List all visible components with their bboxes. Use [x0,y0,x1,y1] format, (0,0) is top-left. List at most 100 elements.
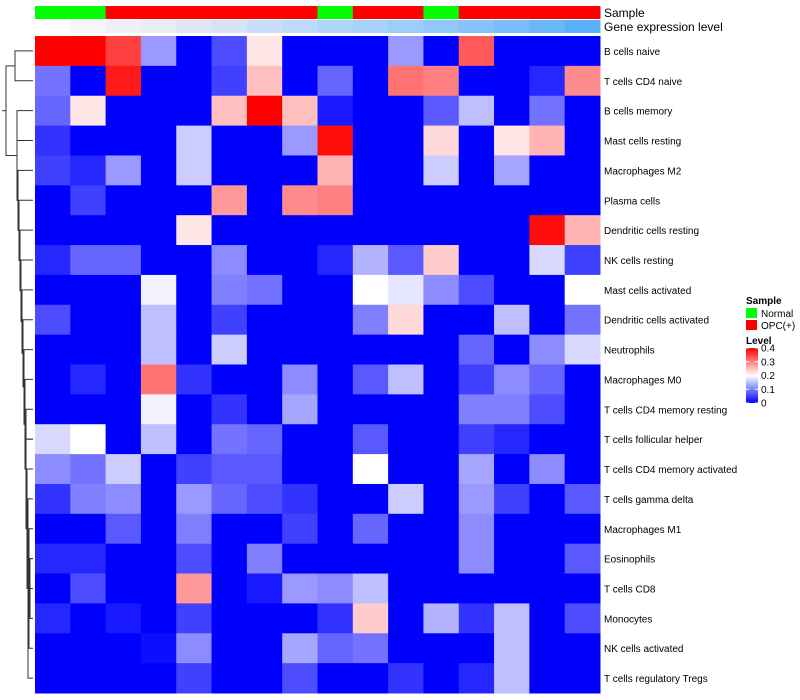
heatmap-cell [564,424,601,455]
heatmap-cell [176,603,213,634]
heatmap-cell [140,304,177,336]
heatmap-cell [246,454,283,485]
level-legend-tick-label: 0.1 [761,385,775,396]
heatmap-cell [317,274,354,306]
heatmap-cell [70,543,107,575]
row-label: T cells CD4 naive [604,77,683,88]
heatmap-cell [423,663,460,694]
heatmap-cell [352,125,389,156]
heatmap-cell [282,65,318,97]
sample-annotation-track [35,6,601,19]
heatmap-cell [564,274,601,306]
heatmap-cell [176,633,213,664]
heatmap-cell [35,543,71,575]
heatmap-cell [317,65,354,97]
heatmap-cell [70,245,107,276]
level-legend: Level 0.4 0.3 0.2 0.1 0 [746,336,775,410]
heatmap-cell [282,573,318,604]
heatmap-cell [494,543,530,575]
heatmap-cell [70,65,107,97]
dendrogram-branch [20,259,33,323]
sample-annotation-cell [388,6,424,19]
sample-annotation-cell [282,6,318,19]
row-label: Mast cells activated [604,286,691,297]
heatmap-cell [388,125,424,156]
heatmap-cell [140,663,177,694]
heatmap-cell [388,304,424,336]
heatmap-cell [176,364,213,395]
heatmap-cell [140,36,177,67]
heatmap-cell [317,334,354,365]
heatmap-cell [388,663,424,694]
heatmap-cell [529,274,566,306]
sample-annotation-cell [423,6,460,19]
heatmap-cell [70,274,107,306]
heatmap-cell [211,603,248,634]
heatmap-cell [529,304,566,336]
expression-annotation-cell [529,20,566,33]
heatmap-cell [494,215,530,246]
heatmap-cell [246,394,283,425]
heatmap-cell [140,125,177,156]
heatmap-cell [246,215,283,246]
heatmap-cell [529,633,566,664]
heatmap-cell [494,274,530,306]
heatmap-cell [246,573,283,604]
heatmap-cell [388,185,424,216]
heatmap-cell [352,95,389,127]
heatmap-cell [423,65,460,97]
heatmap-cell [529,364,566,395]
heatmap-cell [35,65,71,97]
heatmap-cell [282,36,318,67]
heatmap-cell [140,483,177,515]
row-label: Macrophages M2 [604,166,682,177]
sample-annotation-cell [564,6,601,19]
heatmap-cell [282,334,318,365]
heatmap-cell [211,663,248,694]
heatmap-cell [70,513,107,545]
heatmap-cell [529,483,566,515]
heatmap-cell [458,245,495,276]
heatmap-cell [494,454,530,485]
heatmap-cell [564,65,601,97]
heatmap-cell [529,543,566,575]
heatmap-cell [176,185,213,216]
heatmap-cell [140,543,177,575]
heatmap-cell [105,483,142,515]
heatmap-cell [458,334,495,365]
heatmap-cell [564,245,601,276]
heatmap-cell [140,95,177,127]
heatmap-cell [317,125,354,156]
heatmap-cell [388,603,424,634]
heatmap-cell [282,304,318,336]
heatmap-cell [176,483,213,515]
heatmap-cell [458,215,495,246]
expression-annotation-cell [140,20,177,33]
heatmap-cell [564,633,601,664]
heatmap-cell [458,424,495,455]
row-label: Monocytes [604,614,652,625]
dendrogram-branch [27,587,33,679]
heatmap-cell [564,454,601,485]
heatmap-cell [352,513,389,545]
heatmap-cell [246,304,283,336]
heatmap-cell [211,215,248,246]
heatmap-cell [352,304,389,336]
heatmap-cell [211,36,248,67]
heatmap-cell [529,394,566,425]
expression-annotation-cell [423,20,460,33]
heatmap-cell [35,36,71,67]
heatmap-cell [35,483,71,515]
heatmap-cell [140,633,177,664]
heatmap-cell [564,155,601,186]
sample-annotation-cell [529,6,566,19]
heatmap-cell [529,573,566,604]
heatmap-cell [211,185,248,216]
heatmap-cell [282,513,318,545]
heatmap-cell [35,245,71,276]
heatmap-cell [246,424,283,455]
heatmap-cell [140,65,177,97]
heatmap-cell [564,215,601,246]
heatmap-cell [35,125,71,156]
